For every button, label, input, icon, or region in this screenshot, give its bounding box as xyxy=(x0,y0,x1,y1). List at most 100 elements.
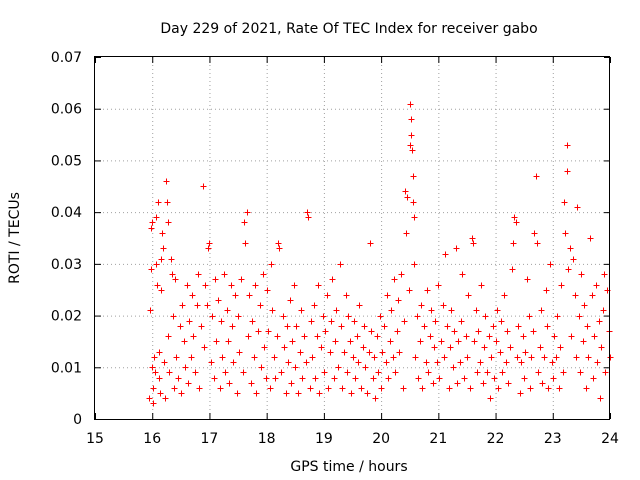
data-point xyxy=(200,183,207,190)
data-point xyxy=(311,302,318,309)
data-point xyxy=(601,271,608,278)
data-point xyxy=(148,225,155,232)
data-point xyxy=(211,375,218,382)
data-point xyxy=(184,282,191,289)
data-point xyxy=(315,282,322,289)
data-point xyxy=(204,302,211,309)
data-point xyxy=(175,375,182,382)
data-point xyxy=(341,349,348,356)
y-tick-label: 0.04 xyxy=(51,205,82,221)
data-point xyxy=(387,338,394,345)
data-point xyxy=(498,318,505,325)
data-point xyxy=(371,354,378,361)
data-point xyxy=(558,282,565,289)
data-point xyxy=(215,297,222,304)
data-point xyxy=(392,369,399,376)
data-point xyxy=(580,338,587,345)
data-point xyxy=(428,307,435,314)
data-point xyxy=(150,385,157,392)
data-point xyxy=(177,323,184,330)
data-point xyxy=(478,282,485,289)
data-point xyxy=(407,142,414,149)
data-point xyxy=(309,354,316,361)
data-point xyxy=(164,199,171,206)
data-point xyxy=(384,292,391,299)
data-point xyxy=(288,380,295,387)
data-point xyxy=(493,338,500,345)
data-point xyxy=(242,240,249,247)
data-point xyxy=(355,359,362,366)
data-point xyxy=(507,344,514,351)
data-point xyxy=(436,375,443,382)
data-point xyxy=(202,282,209,289)
data-point xyxy=(281,344,288,351)
data-point xyxy=(222,369,229,376)
data-point xyxy=(486,333,493,340)
data-point xyxy=(597,395,604,402)
data-point xyxy=(162,395,169,402)
data-point xyxy=(333,307,340,314)
data-point xyxy=(543,287,550,294)
data-point xyxy=(541,354,548,361)
data-point xyxy=(418,302,425,309)
data-point xyxy=(195,271,202,278)
data-point xyxy=(482,313,489,320)
data-point xyxy=(442,251,449,258)
data-point xyxy=(596,318,603,325)
data-point xyxy=(221,271,228,278)
data-point xyxy=(297,349,304,356)
data-point xyxy=(325,385,332,392)
data-point xyxy=(166,369,173,376)
data-point xyxy=(391,276,398,283)
data-point xyxy=(511,214,518,221)
data-point xyxy=(149,219,156,226)
x-tick-label: 21 xyxy=(429,431,447,447)
data-point xyxy=(348,390,355,397)
data-point xyxy=(421,323,428,330)
data-point xyxy=(303,359,310,366)
y-tick-labels: 0 0.01 0.02 0.03 0.04 0.05 0.06 0.07 xyxy=(51,50,82,428)
data-point xyxy=(151,354,158,361)
data-point xyxy=(537,344,544,351)
data-point xyxy=(252,282,259,289)
data-point xyxy=(283,390,290,397)
x-tick-label: 19 xyxy=(315,431,333,447)
data-point xyxy=(356,302,363,309)
data-point xyxy=(253,390,260,397)
data-point xyxy=(321,369,328,376)
data-point xyxy=(308,318,315,325)
data-point xyxy=(395,297,402,304)
data-point xyxy=(408,116,415,123)
data-point xyxy=(228,282,235,289)
data-point xyxy=(331,375,338,382)
data-point xyxy=(463,333,470,340)
data-point xyxy=(602,369,609,376)
data-point xyxy=(196,385,203,392)
data-point xyxy=(182,364,189,371)
data-point xyxy=(585,354,592,361)
data-point xyxy=(407,101,414,108)
data-point xyxy=(400,385,407,392)
data-point xyxy=(547,261,554,268)
y-tick-label: 0.02 xyxy=(51,309,82,325)
data-point xyxy=(503,359,510,366)
data-point xyxy=(320,313,327,320)
data-point xyxy=(494,307,501,314)
data-point xyxy=(370,375,377,382)
data-point xyxy=(450,364,457,371)
y-tick-label: 0.01 xyxy=(51,360,82,376)
data-point xyxy=(154,282,161,289)
data-point xyxy=(377,313,384,320)
data-point xyxy=(332,338,339,345)
data-point xyxy=(451,328,458,335)
data-point xyxy=(484,369,491,376)
data-point xyxy=(425,369,432,376)
data-point xyxy=(190,333,197,340)
data-point xyxy=(304,209,311,216)
data-point xyxy=(564,168,571,175)
data-point xyxy=(232,292,239,299)
data-point xyxy=(411,261,418,268)
data-point xyxy=(339,385,346,392)
data-point xyxy=(291,282,298,289)
data-point xyxy=(158,256,165,263)
